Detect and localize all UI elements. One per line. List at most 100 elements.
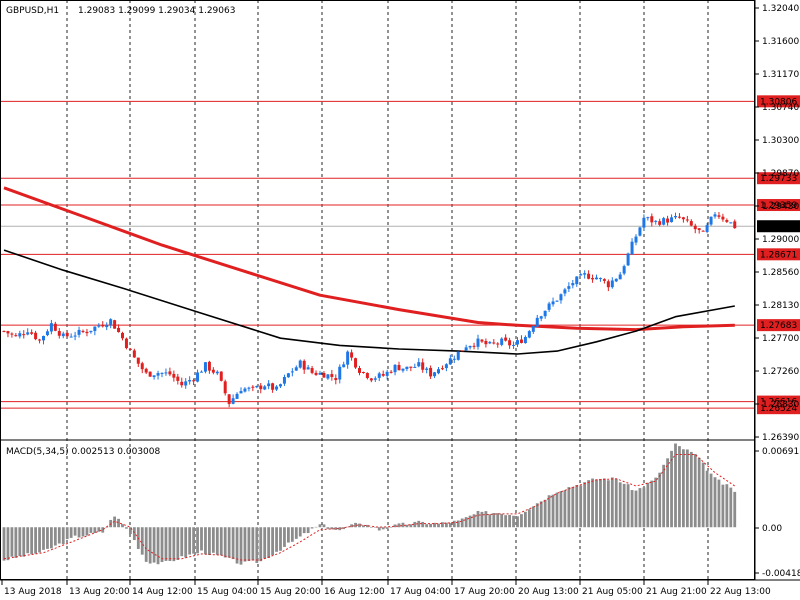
macd-histogram-bar: [239, 527, 243, 565]
horizontal-levels[interactable]: 1.308061.297331.293591.286711.276831.266…: [0, 95, 800, 415]
fast-moving-average-line: [3, 249, 735, 355]
macd-histogram-bar: [211, 527, 215, 553]
candle-body: [180, 381, 184, 386]
macd-histogram-bar: [215, 527, 219, 555]
candle-body: [200, 371, 203, 373]
chart-frame: [0, 0, 800, 581]
macd-histogram-bar: [283, 527, 286, 547]
candle-body: [42, 335, 45, 341]
macd-histogram-bar: [535, 503, 539, 528]
macd-histogram-bar: [350, 524, 353, 528]
price-tick-label: 1.32040: [762, 4, 799, 14]
macd-histogram-bar: [160, 527, 164, 563]
candle-body: [685, 219, 689, 221]
macd-histogram-bar: [397, 523, 401, 528]
macd-histogram-bar: [164, 527, 168, 561]
candle-body: [326, 374, 330, 379]
candle-body: [247, 387, 251, 389]
candle-body: [484, 340, 488, 345]
candle-body: [701, 230, 705, 232]
macd-histogram-bar: [22, 527, 26, 557]
macd-histogram-bar: [563, 490, 567, 528]
candle-body: [444, 364, 448, 369]
candle-body: [136, 357, 140, 364]
candle-body: [425, 368, 429, 370]
macd-tick-label: 0.00: [762, 524, 782, 534]
candle-body: [192, 380, 196, 382]
macd-histogram-bar: [492, 513, 496, 528]
candle-body: [69, 336, 73, 338]
candle-body: [196, 372, 200, 382]
macd-histogram-bar: [144, 527, 148, 562]
candle-body: [26, 332, 30, 335]
price-tick-label: 1.26390: [762, 433, 799, 443]
candle-body: [602, 279, 606, 281]
candle-body: [2, 330, 6, 332]
ohlc-readout: 1.29083 1.29099 1.29034 1.29063: [78, 6, 235, 16]
candle-body: [559, 294, 563, 301]
level-price-badge: [757, 402, 800, 415]
candle-body: [472, 345, 476, 347]
candle-body: [53, 323, 57, 331]
macd-histogram-bar: [200, 527, 203, 551]
macd-histogram-bar: [476, 510, 480, 528]
candle-body: [468, 345, 472, 348]
macd-histogram-bar: [531, 506, 535, 528]
macd-histogram-bar: [267, 527, 271, 558]
macd-histogram-bar: [223, 527, 227, 558]
candle-body: [267, 383, 271, 387]
macd-histogram-bar: [30, 527, 34, 555]
macd-histogram-bar: [685, 449, 689, 528]
macd-histogram-bar: [219, 527, 223, 556]
candle-body: [437, 369, 440, 374]
candle-body: [282, 376, 286, 384]
candle-body: [251, 386, 255, 388]
time-tick-label: 20 Aug 13:00: [518, 587, 579, 597]
candle-body: [642, 217, 646, 228]
macd-histogram-bar: [117, 518, 120, 528]
macd-histogram-bar: [65, 527, 69, 540]
candle-body: [579, 274, 583, 276]
candle-body: [215, 371, 219, 374]
macd-histogram-bar: [575, 484, 579, 528]
macd-histogram-bar: [330, 527, 334, 530]
time-tick-label: 15 Aug 20:00: [260, 587, 321, 597]
macd-histogram-bar: [10, 527, 14, 557]
candle-body: [496, 343, 500, 345]
time-tick-label: 13 Aug 2018: [4, 587, 62, 597]
macd-histogram-bar: [338, 527, 342, 531]
macd-histogram-bar: [401, 522, 405, 528]
level-price-label: 1.30806: [760, 97, 797, 107]
candle-body: [508, 340, 512, 346]
macd-histogram-bar: [152, 527, 156, 563]
candle-body: [674, 216, 677, 218]
candle-body: [417, 362, 421, 367]
macd-histogram-bar: [729, 487, 733, 528]
candle-body: [551, 301, 555, 305]
level-price-label: 1.26524: [760, 404, 797, 414]
candle-body: [575, 276, 579, 285]
candle-body: [531, 325, 535, 332]
macd-histogram-bar: [34, 527, 37, 554]
price-tick-label: 1.29430: [762, 202, 799, 212]
macd-histogram-bar: [618, 482, 622, 528]
candle-body: [709, 216, 713, 225]
macd-histogram-bar: [591, 478, 594, 528]
candle-body: [614, 278, 618, 282]
candle-body: [670, 217, 674, 223]
macd-histogram-bar: [571, 486, 575, 528]
level-price-badge: [757, 248, 800, 261]
candle-body: [354, 358, 358, 368]
macd-histogram-bar: [421, 521, 425, 528]
macd-histogram-bar: [314, 526, 318, 528]
candle-body: [290, 371, 294, 373]
macd-histogram-bar: [251, 527, 255, 561]
macd-histogram-bar: [654, 477, 658, 528]
price-tick-label: 1.31170: [762, 70, 799, 80]
current-price-label: 1.29063: [760, 222, 797, 232]
macd-histogram-bar: [243, 527, 247, 562]
candle-body: [124, 338, 128, 349]
candle-body: [148, 371, 152, 377]
